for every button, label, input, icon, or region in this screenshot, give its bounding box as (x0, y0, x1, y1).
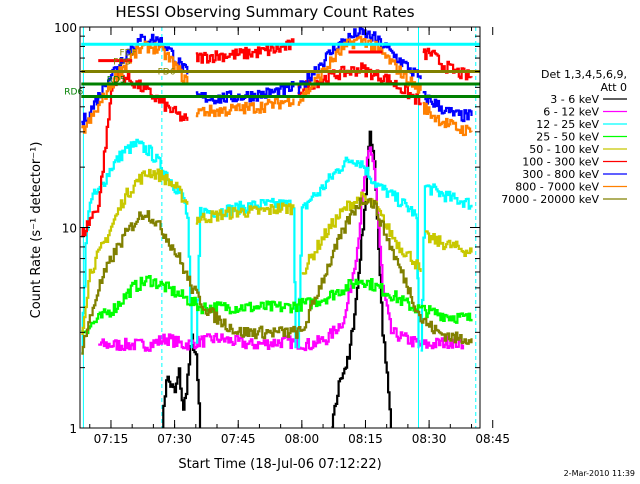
legend-label-0: 3 - 6 keV (550, 93, 599, 106)
series-segment (81, 138, 193, 354)
data-layer (81, 27, 480, 428)
series-segment (81, 33, 189, 126)
series-segment (162, 333, 202, 428)
y-tick-label: 10 (62, 222, 77, 236)
y-tick-label: 100 (54, 21, 77, 35)
legend-label-8: 7000 - 20000 keV (501, 193, 599, 206)
series-segment (297, 35, 422, 106)
series-segment (195, 197, 297, 349)
series-segment (81, 197, 473, 355)
annotation-label-4: RD6 (64, 88, 83, 98)
x-tick-label: 08:45 (475, 432, 510, 446)
legend-label-6: 300 - 800 keV (522, 168, 599, 181)
series-segment (297, 156, 420, 349)
x-tick-label: 07:15 (94, 432, 129, 446)
series-segment (81, 69, 189, 238)
series-segment (422, 101, 473, 137)
y-tick-label: 1 (69, 422, 77, 436)
y-axis-label: Count Rate (s⁻¹ detector⁻¹) (29, 142, 44, 319)
x-tick-label: 08:30 (412, 432, 447, 446)
x-tick-label: 07:30 (157, 432, 192, 446)
series-line-1 (98, 146, 465, 352)
x-tick-label: 07:45 (221, 432, 256, 446)
chart-title: HESSI Observing Summary Count Rates (115, 3, 414, 21)
x-tick-label: 08:00 (285, 432, 320, 446)
legend-label-3: 25 - 50 keV (536, 131, 599, 144)
series-line-3 (81, 275, 473, 335)
legend-title: Det 1,3,4,5,6,9, (541, 68, 627, 81)
series-segment (195, 202, 295, 225)
annotation-label-0: FDF (119, 49, 136, 59)
series-segment (98, 146, 465, 352)
series-line-8 (81, 197, 473, 355)
legend-subtitle: Att 0 (601, 81, 627, 94)
series-segment (81, 168, 189, 335)
series-line-6 (81, 27, 473, 126)
annotation-label-1: FDS (113, 58, 131, 68)
legend-label-2: 12 - 25 keV (536, 118, 599, 131)
date-stamp: 2-Mar-2010 11:39 (564, 469, 635, 478)
legend-label-7: 800 - 7000 keV (515, 181, 599, 194)
annotation-label-3: RD5 (107, 75, 126, 85)
series-segment (424, 230, 473, 257)
series-segment (81, 275, 473, 335)
series-segment (420, 183, 473, 352)
annotation-label-2: FD6 (158, 67, 176, 77)
series-segment (422, 47, 473, 81)
series-line-4 (81, 168, 473, 335)
series-segment (331, 130, 392, 428)
x-tick-label: 08:15 (348, 432, 383, 446)
x-axis-label: Start Time (18-Jul-06 07:12:22) (178, 457, 381, 472)
legend-label-5: 100 - 300 keV (522, 156, 599, 169)
series-line-0 (162, 130, 392, 428)
series-segment (81, 40, 189, 134)
legend-label-4: 50 - 100 keV (529, 143, 599, 156)
series-segment (422, 91, 473, 123)
legend-label-1: 6 - 12 keV (543, 106, 599, 119)
series-line-2 (81, 138, 473, 354)
series-segment (301, 191, 422, 275)
